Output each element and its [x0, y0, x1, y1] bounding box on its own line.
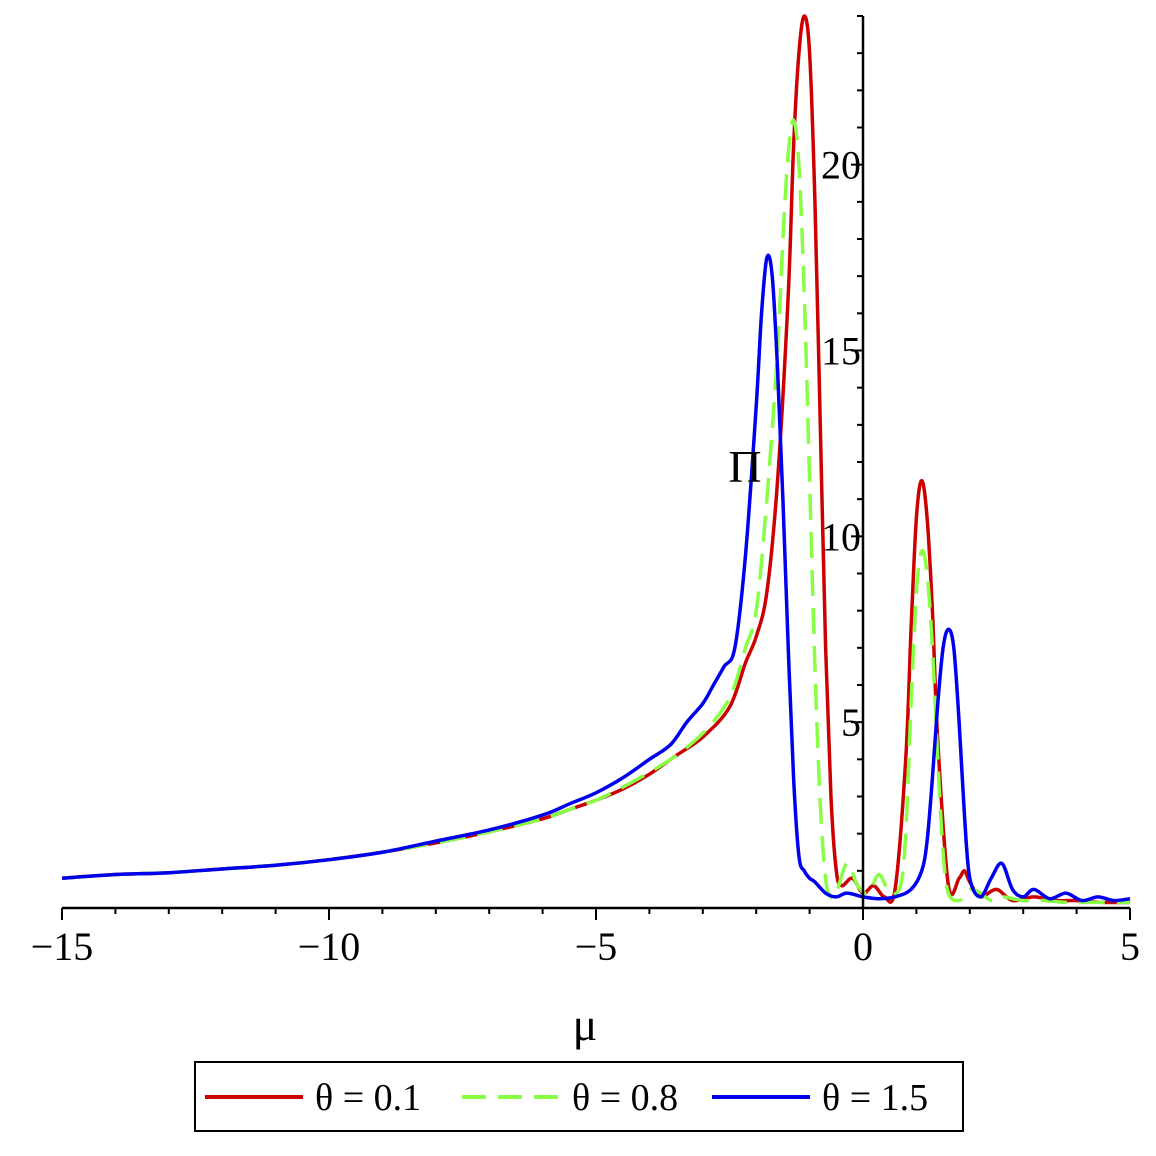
series-line-3 — [61, 253, 1131, 903]
x-tick-label: −5 — [575, 924, 618, 969]
legend-items: θ = 0.1 θ = 0.8 θ = 1.5 — [205, 1077, 928, 1119]
axes — [62, 16, 1130, 910]
x-axis-title: μ — [573, 999, 598, 1050]
y-tick-label: 10 — [821, 514, 861, 559]
x-ticks: −15 −10 −5 0 5 — [31, 908, 1140, 969]
x-tick-label: −15 — [31, 924, 94, 969]
series-line-2 — [61, 118, 1130, 905]
legend: θ = 0.1 θ = 0.8 θ = 1.5 — [194, 1061, 964, 1132]
y-ticks: 5 10 15 20 — [821, 15, 863, 872]
legend-label-1: θ = 0.1 — [315, 1077, 421, 1119]
legend-label-3: θ = 1.5 — [822, 1077, 928, 1119]
y-tick-label: 5 — [841, 700, 861, 745]
x-tick-label: 0 — [853, 924, 873, 969]
y-axis-title: Π — [728, 441, 761, 492]
series-group — [61, 14, 1131, 905]
legend-label-2: θ = 0.8 — [572, 1077, 678, 1119]
x-tick-label: −10 — [298, 924, 361, 969]
legend-box — [194, 1061, 964, 1132]
y-tick-label: 20 — [821, 143, 861, 188]
y-tick-label: 15 — [821, 329, 861, 374]
series-line-1 — [61, 14, 1131, 905]
x-tick-label: 5 — [1120, 924, 1140, 969]
